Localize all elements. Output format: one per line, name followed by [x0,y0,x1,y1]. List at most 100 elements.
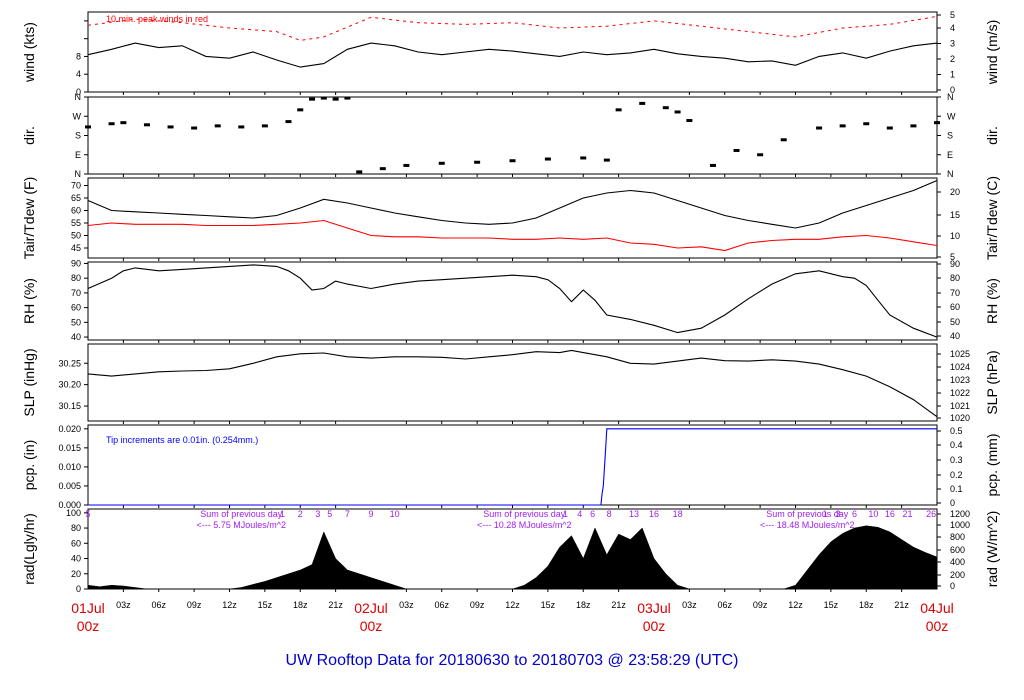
ytick-label-right: 400 [950,557,965,567]
ytick-label: 65 [71,193,81,203]
rad-hour-mark: 18 [673,509,683,519]
dir-point [438,161,445,165]
rad-hour-mark: 4 [577,509,582,519]
dir-point [639,101,646,105]
rad-hour-mark: 6 [590,509,595,519]
ytick-label-right: 10 [950,231,960,241]
ytick-label-right: 1021 [950,401,970,411]
ytick-label: 20 [71,569,81,579]
xday-label: 03Jul [637,600,670,616]
xday-hour-label: 00z [360,618,383,634]
ytick-label-right: 0 [950,85,955,95]
ytick-label-right: E [947,150,953,160]
rad-hour-mark: 16 [649,509,659,519]
xtick-label: 03z [399,600,414,610]
series-line-temp-tair [87,179,938,229]
ytick-label-right: 0.1 [950,484,963,494]
series-line-slp [87,349,938,418]
ytick-label: 80 [71,273,81,283]
xtick-label: 12z [788,600,803,610]
ytick-label-right: 1200 [950,509,970,519]
dir-point [615,108,622,112]
series-line-rh [87,264,938,338]
ytick-label-right: 1022 [950,388,970,398]
ytick-label: 0.010 [58,462,81,472]
ylabel-rh: RH (%) [21,278,37,324]
rad-hour-mark: 10 [868,509,878,519]
xtick-label: 12z [505,600,520,610]
rad-hour-mark: 8 [607,509,612,519]
dir-point [886,126,893,130]
ylabel-slp: SLP (inHg) [21,348,37,416]
rad-hour-mark: 3 [315,509,320,519]
xtick-label: 15z [541,600,556,610]
xday-hour-label: 00z [926,618,949,634]
rad-hour-mark: 1 [822,509,827,519]
dir-point [356,170,363,174]
ytick-label: 0 [76,584,81,594]
ytick-label-right: 60 [950,302,960,312]
ytick-label-right: 20 [950,187,960,197]
xtick-label: 09z [187,600,202,610]
xtick-label: 03z [116,600,131,610]
dir-point [709,163,716,167]
ytick-label: N [75,169,82,179]
ytick-label-right: W [947,111,956,121]
panel-wind: wind (kts) wind (m/s) 0 4 8 0 1 2 3 4 5 [21,10,1000,97]
ytick-label-right: 80 [950,273,960,283]
ytick-label-right: 0 [950,581,955,591]
ytick-label: 0.020 [58,424,81,434]
ytick-label: 40 [71,554,81,564]
xtick-label: 15z [824,600,839,610]
xtick-label: 12z [222,600,237,610]
ytick-label: 45 [71,243,81,253]
ytick-label-right: 2 [950,54,955,64]
ytick-label: 0.000 [58,500,81,510]
ytick-label: 70 [71,288,81,298]
ylabel-dir: dir. [21,126,37,145]
xday-hour-label: 00z [77,618,100,634]
ytick-label-right: 3 [950,39,955,49]
dir-point [910,124,917,128]
dir-point [686,119,693,123]
ylabel-wind: wind (kts) [21,22,37,83]
xtick-label: 21z [894,600,909,610]
x-axis: 03z 06z 09z 12z 15z 18z 21z 03z 06z 09z 12z 15z 18z 2… [71,600,953,634]
series-line-pcp [88,428,937,506]
ytick-label: 30.20 [58,380,81,390]
ytick-label-right: 1024 [950,362,970,372]
panel-rh: RH (%) RH (%) 40 50 60 70 80 90 40 50 60 70 80 90 [21,258,1000,343]
rad-hour-mark: 7 [345,509,350,519]
ytick-label: 70 [71,181,81,191]
ylabel-temp: Tair/Tdew (F) [21,177,37,259]
dir-point [167,125,174,129]
rad-sum-value: <--- 18.48 MJoules/m^2 [760,520,855,530]
dir-point [674,110,681,114]
ytick-label-right: 0.5 [950,426,963,436]
panel-frame-temp [87,177,938,259]
ytick-label-right: 0.2 [950,470,963,480]
ytick-label-right: 70 [950,288,960,298]
ytick-label: 90 [71,258,81,268]
ylabel-rad: rad(Lgly/hr) [21,513,37,585]
rad-hour-mark: 2 [298,509,303,519]
ytick-label: 40 [71,332,81,342]
xtick-label: 18z [576,600,591,610]
ytick-label-right: 5 [950,252,955,262]
xday-hour-label: 00z [643,618,666,634]
ytick-label: 0.015 [58,443,81,453]
rad-hour-mark: 21 [903,509,913,519]
rad-hour-mark: 5 [327,509,332,519]
ytick-label-right: 90 [950,259,960,269]
ylabel-right-rad: rad (W/m^2) [984,511,1000,588]
ytick-label: W [73,111,82,121]
rad-sum-value: <--- 10.28 MJoules/m^2 [477,520,572,530]
dir-point [320,96,327,100]
ytick-label-right: 1020 [950,413,970,423]
rad-hour-mark: 13 [629,509,639,519]
dir-point [309,97,316,101]
ytick-label: 50 [71,231,81,241]
dir-point [544,157,551,161]
